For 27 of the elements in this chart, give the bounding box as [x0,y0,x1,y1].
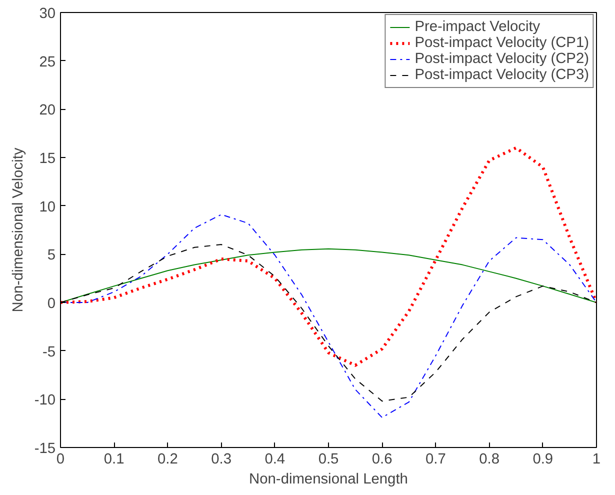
y-tick-label: -5 [42,344,56,360]
y-tick-label: 25 [39,54,56,70]
x-tick-label: 1 [592,452,601,468]
x-tick-label: 0.4 [264,452,286,468]
line-series [60,146,596,367]
y-tick-label: 20 [39,102,56,119]
legend-label: Post-impact Velocity (CP2) [414,51,589,67]
y-axis-title: Non-dimensional Velocity [10,147,26,312]
legend-label: Post-impact Velocity (CP1) [414,35,589,51]
y-tick-label: 5 [47,248,56,264]
legend-label: Post-impact Velocity (CP3) [414,67,589,83]
y-tick-label: -10 [34,392,56,409]
y-tick-label: 30 [39,6,56,22]
x-tick-label: 0.8 [479,452,500,468]
x-tick-label: 0.2 [158,452,178,468]
y-tick-label: 15 [39,151,56,167]
x-tick-label: 0.6 [372,452,392,468]
x-tick-label: 0.9 [532,452,554,468]
x-tick-label: 0.5 [318,452,339,468]
y-tick-label: 0 [47,296,56,312]
x-tick-label: 0.1 [104,452,124,468]
y-tick-label: -15 [34,441,56,457]
y-tick-label: 10 [39,199,56,216]
x-tick-label: 0.7 [426,452,446,468]
legend-label: Pre-impact Velocity [414,19,540,35]
x-axis-title: Non-dimensional Length [249,472,408,488]
x-tick-label: 0.3 [211,452,232,468]
